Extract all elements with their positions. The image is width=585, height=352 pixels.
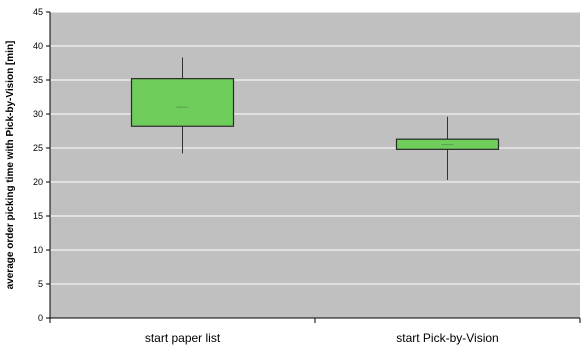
y-tick-label: 5 [38, 279, 43, 289]
y-tick-label: 10 [33, 245, 43, 255]
y-tick-label: 40 [33, 41, 43, 51]
x-axis-ticks: start paper list start Pick-by-Vision [49, 318, 581, 345]
y-tick-label: 30 [33, 109, 43, 119]
y-tick-label: 15 [33, 211, 43, 221]
y-tick-label: 20 [33, 177, 43, 187]
plot-area [50, 12, 580, 318]
box-0 [130, 57, 235, 154]
y-tick-label: 25 [33, 143, 43, 153]
x-category-label: start Pick-by-Vision [396, 331, 498, 345]
box-series [130, 57, 500, 180]
y-tick-label: 35 [33, 75, 43, 85]
x-category-label: start paper list [145, 331, 221, 345]
y-tick-label: 0 [38, 313, 43, 323]
y-tick-label: 45 [33, 7, 43, 17]
y-axis-ticks: 0 5 10 15 20 25 30 35 40 45 [33, 7, 50, 323]
y-axis-label: average order picking time with Pick-by-… [5, 41, 16, 290]
box-1 [395, 116, 500, 180]
box-iqr [130, 78, 235, 127]
